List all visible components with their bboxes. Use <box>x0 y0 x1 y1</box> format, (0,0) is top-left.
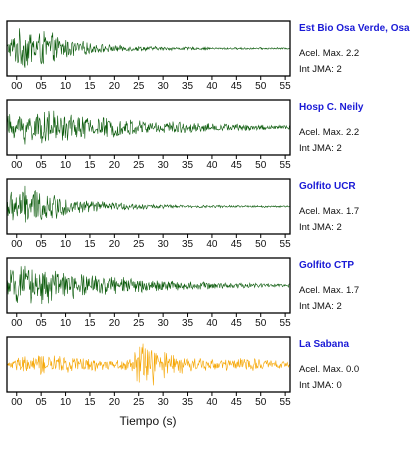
x-tick-label: 00 <box>11 160 23 171</box>
x-tick-label: 05 <box>36 397 48 408</box>
x-tick-label: 20 <box>109 239 121 250</box>
x-tick-label: 30 <box>158 239 170 250</box>
x-tick-label: 55 <box>280 160 292 171</box>
x-tick-label: 40 <box>206 318 218 329</box>
station-panel: 00 05 10 15 20 25 30 35 40 45 50 55 <box>6 20 292 92</box>
waveform-trace <box>6 110 291 145</box>
jma-intensity-label: Int JMA: 2 <box>299 143 342 154</box>
x-tick-label: 20 <box>109 397 121 408</box>
waveform-trace <box>6 185 291 223</box>
station-panel: 00 05 10 15 20 25 30 35 40 45 50 55 <box>6 99 292 171</box>
x-tick-label: 20 <box>109 318 121 329</box>
x-tick-label: 50 <box>255 397 267 408</box>
x-tick-label: 05 <box>36 318 48 329</box>
station-name: Golfito UCR <box>299 181 356 192</box>
x-tick-label: 45 <box>231 397 243 408</box>
x-tick-label: 00 <box>11 81 23 92</box>
x-tick-label: 40 <box>206 239 218 250</box>
x-tick-label: 30 <box>158 318 170 329</box>
x-tick-label: 05 <box>36 239 48 250</box>
x-tick-label: 00 <box>11 318 23 329</box>
x-tick-label: 15 <box>84 318 96 329</box>
jma-intensity-label: Int JMA: 2 <box>299 222 342 233</box>
x-tick-label: 25 <box>133 160 145 171</box>
panel-frame <box>6 178 291 235</box>
x-tick-label: 35 <box>182 160 194 171</box>
x-tick-label: 55 <box>280 397 292 408</box>
x-tick-label: 25 <box>133 81 145 92</box>
x-tick-label: 30 <box>158 160 170 171</box>
x-tick-label: 15 <box>84 81 96 92</box>
x-tick-label: 55 <box>280 239 292 250</box>
x-tick-label: 35 <box>182 239 194 250</box>
jma-intensity-label: Int JMA: 2 <box>299 301 342 312</box>
max-acceleration-label: Acel. Max. 1.7 <box>299 206 360 217</box>
x-tick-label: 10 <box>60 397 72 408</box>
x-tick-label: 05 <box>36 81 48 92</box>
x-tick-label: 35 <box>182 318 194 329</box>
x-tick-label: 35 <box>182 397 194 408</box>
station-name: La Sabana <box>299 339 350 350</box>
x-tick-label: 40 <box>206 81 218 92</box>
x-tick-label: 50 <box>255 318 267 329</box>
x-tick-label: 15 <box>84 239 96 250</box>
waveform-trace <box>6 265 291 305</box>
x-tick-label: 25 <box>133 397 145 408</box>
panel-frame <box>6 336 291 393</box>
jma-intensity-label: Int JMA: 0 <box>299 380 342 391</box>
x-tick-label: 30 <box>158 397 170 408</box>
x-tick-label: 10 <box>60 160 72 171</box>
max-acceleration-label: Acel. Max. 1.7 <box>299 285 360 296</box>
x-tick-label: 00 <box>11 397 23 408</box>
waveform-trace <box>6 343 291 386</box>
x-tick-label: 15 <box>84 397 96 408</box>
x-tick-label: 40 <box>206 397 218 408</box>
x-tick-label: 50 <box>255 81 267 92</box>
x-tick-label: 25 <box>133 239 145 250</box>
x-tick-label: 45 <box>231 81 243 92</box>
x-tick-label: 55 <box>280 81 292 92</box>
station-name: Golfito CTP <box>299 260 354 271</box>
max-acceleration-label: Acel. Max. 2.2 <box>299 48 360 59</box>
station-name: Est Bio Osa Verde, Osa <box>299 23 410 34</box>
x-tick-label: 05 <box>36 160 48 171</box>
x-tick-label: 10 <box>60 239 72 250</box>
max-acceleration-label: Acel. Max. 0.0 <box>299 364 360 375</box>
x-tick-label: 45 <box>231 160 243 171</box>
x-tick-label: 45 <box>231 318 243 329</box>
waveform-trace <box>6 28 291 68</box>
station-panel: 00 05 10 15 20 25 30 35 40 45 50 55 <box>6 178 292 250</box>
x-tick-label: 10 <box>60 81 72 92</box>
panel-frame <box>6 99 291 156</box>
x-tick-label: 45 <box>231 239 243 250</box>
max-acceleration-label: Acel. Max. 2.2 <box>299 127 360 138</box>
x-tick-label: 50 <box>255 239 267 250</box>
x-tick-label: 15 <box>84 160 96 171</box>
x-tick-label: 00 <box>11 239 23 250</box>
x-tick-label: 25 <box>133 318 145 329</box>
x-tick-label: 35 <box>182 81 194 92</box>
x-tick-label: 20 <box>109 160 121 171</box>
x-tick-label: 50 <box>255 160 267 171</box>
x-tick-label: 30 <box>158 81 170 92</box>
x-axis-label: Tiempo (s) <box>119 414 177 428</box>
x-tick-label: 55 <box>280 318 292 329</box>
x-tick-label: 40 <box>206 160 218 171</box>
panel-frame <box>6 20 291 77</box>
panel-frame <box>6 257 291 314</box>
jma-intensity-label: Int JMA: 2 <box>299 64 342 75</box>
station-panel: 00 05 10 15 20 25 30 35 40 45 50 55 <box>6 336 292 408</box>
x-tick-label: 20 <box>109 81 121 92</box>
station-panel: 00 05 10 15 20 25 30 35 40 45 50 55 <box>6 257 292 329</box>
x-tick-label: 10 <box>60 318 72 329</box>
station-name: Hosp C. Neily <box>299 102 364 113</box>
